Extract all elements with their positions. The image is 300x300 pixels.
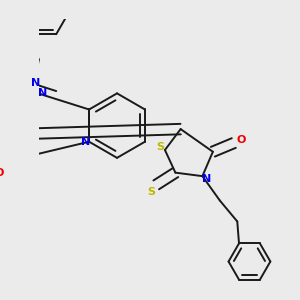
Text: N: N: [202, 174, 212, 184]
Text: N: N: [81, 137, 90, 147]
Text: N: N: [31, 78, 40, 88]
Text: O: O: [237, 134, 246, 145]
Text: S: S: [157, 142, 165, 152]
Text: O: O: [0, 169, 4, 178]
Text: S: S: [147, 187, 155, 197]
Text: N: N: [38, 88, 47, 98]
